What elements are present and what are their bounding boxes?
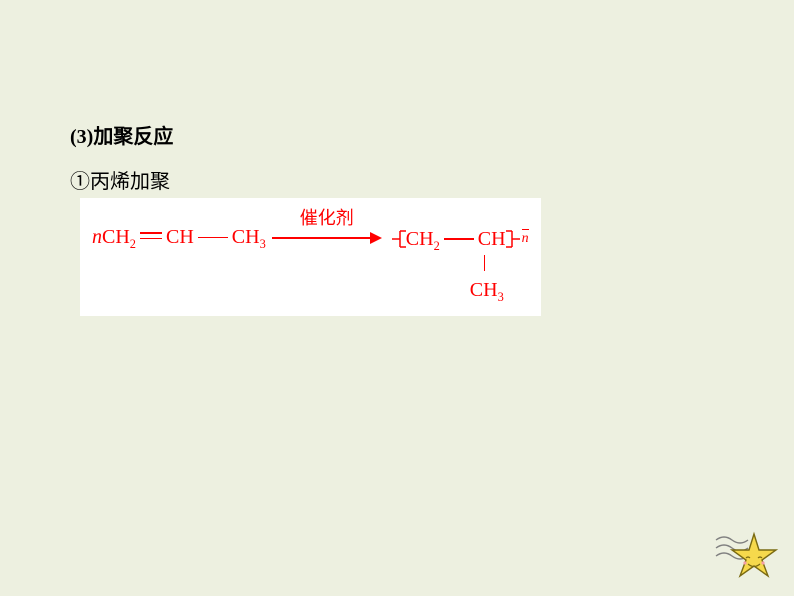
group-ch2: CH2: [102, 226, 136, 249]
catalyst-label: 催化剂: [300, 204, 354, 230]
content-area: (3)加聚反应 ①丙烯加聚 nCH2 CH CH3 催化剂: [0, 0, 794, 316]
section-heading: (3)加聚反应: [70, 120, 724, 149]
heading-text: 加聚反应: [93, 126, 173, 148]
equation-box: nCH2 CH CH3 催化剂: [80, 198, 541, 316]
single-bond: [198, 237, 228, 239]
subheading: ①丙烯加聚: [70, 165, 724, 194]
arrow-icon: [272, 232, 382, 244]
repeat-n: n: [522, 231, 529, 247]
double-bond: [140, 232, 162, 239]
single-bond-prod: [444, 238, 474, 240]
coeff-n: n: [92, 226, 102, 249]
prod-ch2: CH2: [406, 228, 440, 251]
product-top-row: CH2 CH n: [392, 226, 529, 252]
group-ch3: CH3: [232, 226, 266, 249]
heading-number: (3): [70, 126, 93, 148]
group-ch: CH: [166, 226, 194, 249]
product: CH2 CH n CH3: [392, 204, 529, 302]
pendant-bond: [392, 254, 529, 277]
right-bracket-icon: [506, 226, 520, 252]
prod-ch: CH: [478, 228, 506, 251]
pendant-group: CH3: [392, 279, 529, 302]
sub-text: 丙烯加聚: [90, 171, 170, 193]
left-bracket-icon: [392, 226, 406, 252]
reactant: nCH2 CH CH3: [92, 204, 266, 249]
reaction-arrow: 催化剂: [272, 204, 382, 244]
sub-marker: ①: [70, 171, 90, 193]
star-doodle-icon: [710, 526, 780, 582]
chemical-equation: nCH2 CH CH3 催化剂: [92, 204, 529, 302]
